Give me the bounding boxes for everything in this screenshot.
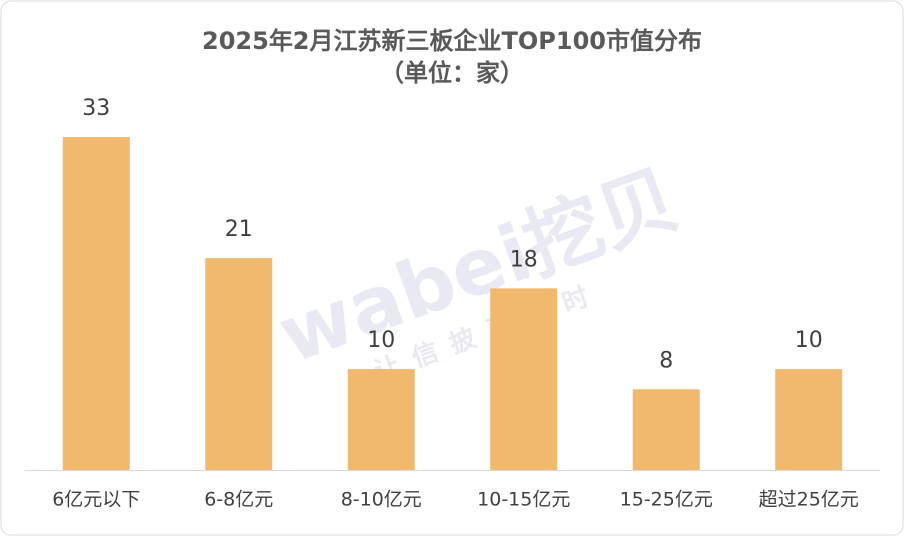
x-tick-label: 8-10亿元 — [341, 489, 422, 511]
x-tick-label: 超过25亿元 — [759, 489, 859, 511]
x-tick-label: 10-15亿元 — [477, 489, 570, 511]
bar — [490, 288, 558, 470]
bar — [775, 369, 843, 470]
bar — [205, 258, 273, 470]
value-label: 10 — [367, 328, 395, 353]
value-label: 21 — [225, 217, 253, 242]
value-label: 18 — [510, 247, 538, 272]
value-label: 33 — [82, 96, 110, 121]
bar — [347, 369, 415, 470]
x-tick-label: 15-25亿元 — [620, 489, 713, 511]
x-tick-label: 6-8亿元 — [204, 489, 273, 511]
chart-title: 2025年2月江苏新三板企业TOP100市值分布 — [202, 27, 702, 55]
value-label: 10 — [795, 328, 823, 353]
bar — [62, 137, 130, 470]
chart-subtitle: （单位：家） — [380, 59, 524, 87]
value-label: 8 — [659, 348, 673, 373]
x-tick-label: 6亿元以下 — [52, 489, 140, 511]
bar — [632, 389, 700, 470]
